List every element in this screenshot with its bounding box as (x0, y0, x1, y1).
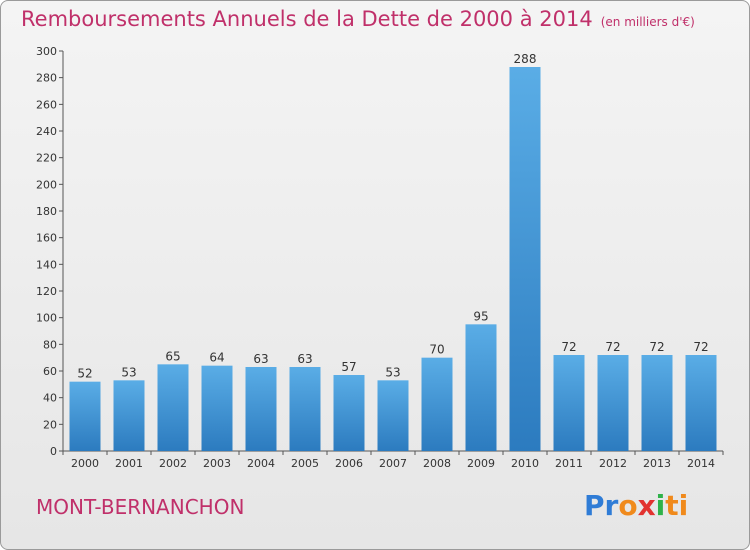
x-tick-label: 2011 (555, 457, 583, 470)
chart-title: Remboursements Annuels de la Dette de 20… (21, 7, 695, 31)
x-tick-label: 2008 (423, 457, 451, 470)
y-tick-label: 160 (36, 232, 57, 245)
bar-value-label: 72 (561, 340, 576, 354)
y-tick-label: 20 (43, 418, 57, 431)
y-tick-label: 60 (43, 365, 57, 378)
y-tick-label: 220 (36, 152, 57, 165)
chart-title-main: Remboursements Annuels de la Dette de 20… (21, 7, 593, 31)
bar-value-label: 72 (693, 340, 708, 354)
y-tick-label: 80 (43, 338, 57, 351)
x-tick-label: 2014 (687, 457, 715, 470)
y-tick-label: 240 (36, 125, 57, 138)
bar-value-label: 63 (253, 352, 268, 366)
logo-part-1: Pr (584, 489, 619, 522)
x-tick-label: 2004 (247, 457, 275, 470)
bar-value-label: 57 (341, 360, 356, 374)
bar (421, 357, 453, 451)
chart-title-unit: (en milliers d'€) (600, 15, 695, 29)
y-tick-label: 260 (36, 98, 57, 111)
proxiti-logo: Proxiti (584, 489, 688, 522)
bar (641, 355, 673, 451)
y-tick-label: 140 (36, 258, 57, 271)
bar (333, 375, 365, 451)
bar (685, 355, 717, 451)
axes: 0 20 40 60 80 100 120 140 160 180 200 220 240 260 280 3… (36, 45, 724, 470)
bar-value-label: 65 (165, 349, 180, 363)
bar (597, 355, 629, 451)
bar (509, 67, 541, 451)
bar-value-label: 64 (209, 351, 224, 365)
bar-value-label: 53 (121, 365, 136, 379)
y-tick-label: 280 (36, 72, 57, 85)
logo-part-3: x (637, 489, 656, 522)
bar (245, 367, 277, 451)
x-tick-label: 2003 (203, 457, 231, 470)
bar (553, 355, 585, 451)
logo-part-4: i (655, 489, 666, 522)
bars (69, 67, 717, 451)
y-tick-label: 40 (43, 392, 57, 405)
x-tick-label: 2002 (159, 457, 187, 470)
x-tick-label: 2000 (71, 457, 99, 470)
x-tick-label: 2006 (335, 457, 363, 470)
y-tick-label: 0 (50, 445, 57, 458)
bar-value-label: 52 (77, 367, 92, 381)
y-tick-label: 180 (36, 205, 57, 218)
x-tick-label: 2013 (643, 457, 671, 470)
y-tick-label: 100 (36, 312, 57, 325)
y-tick-label: 200 (36, 178, 57, 191)
x-tick-label: 2012 (599, 457, 627, 470)
bar-value-label: 70 (429, 343, 444, 357)
bar (465, 324, 497, 451)
bar-value-label: 72 (649, 340, 664, 354)
logo-part-5: ti (665, 489, 689, 522)
x-tick-label: 2005 (291, 457, 319, 470)
bar-value-label: 95 (473, 309, 488, 323)
bar-value-label: 63 (297, 352, 312, 366)
bar-value-label: 53 (385, 365, 400, 379)
x-tick-label: 2009 (467, 457, 495, 470)
bar-value-label: 72 (605, 340, 620, 354)
bar (377, 380, 409, 451)
y-tick-label: 120 (36, 285, 57, 298)
bar (69, 381, 101, 451)
x-tick-label: 2010 (511, 457, 539, 470)
logo-part-2: o (618, 489, 638, 522)
bar (113, 380, 145, 451)
bar (201, 365, 233, 451)
town-name: MONT-BERNANCHON (36, 495, 245, 519)
bar (289, 367, 321, 451)
bar (157, 364, 189, 451)
x-tick-label: 2001 (115, 457, 143, 470)
value-labels: 52 53 65 64 63 63 57 53 70 95 288 72 72 72 72 (77, 52, 708, 381)
bar-value-label: 288 (514, 52, 537, 66)
x-tick-label: 2007 (379, 457, 407, 470)
y-tick-label: 300 (36, 45, 57, 58)
